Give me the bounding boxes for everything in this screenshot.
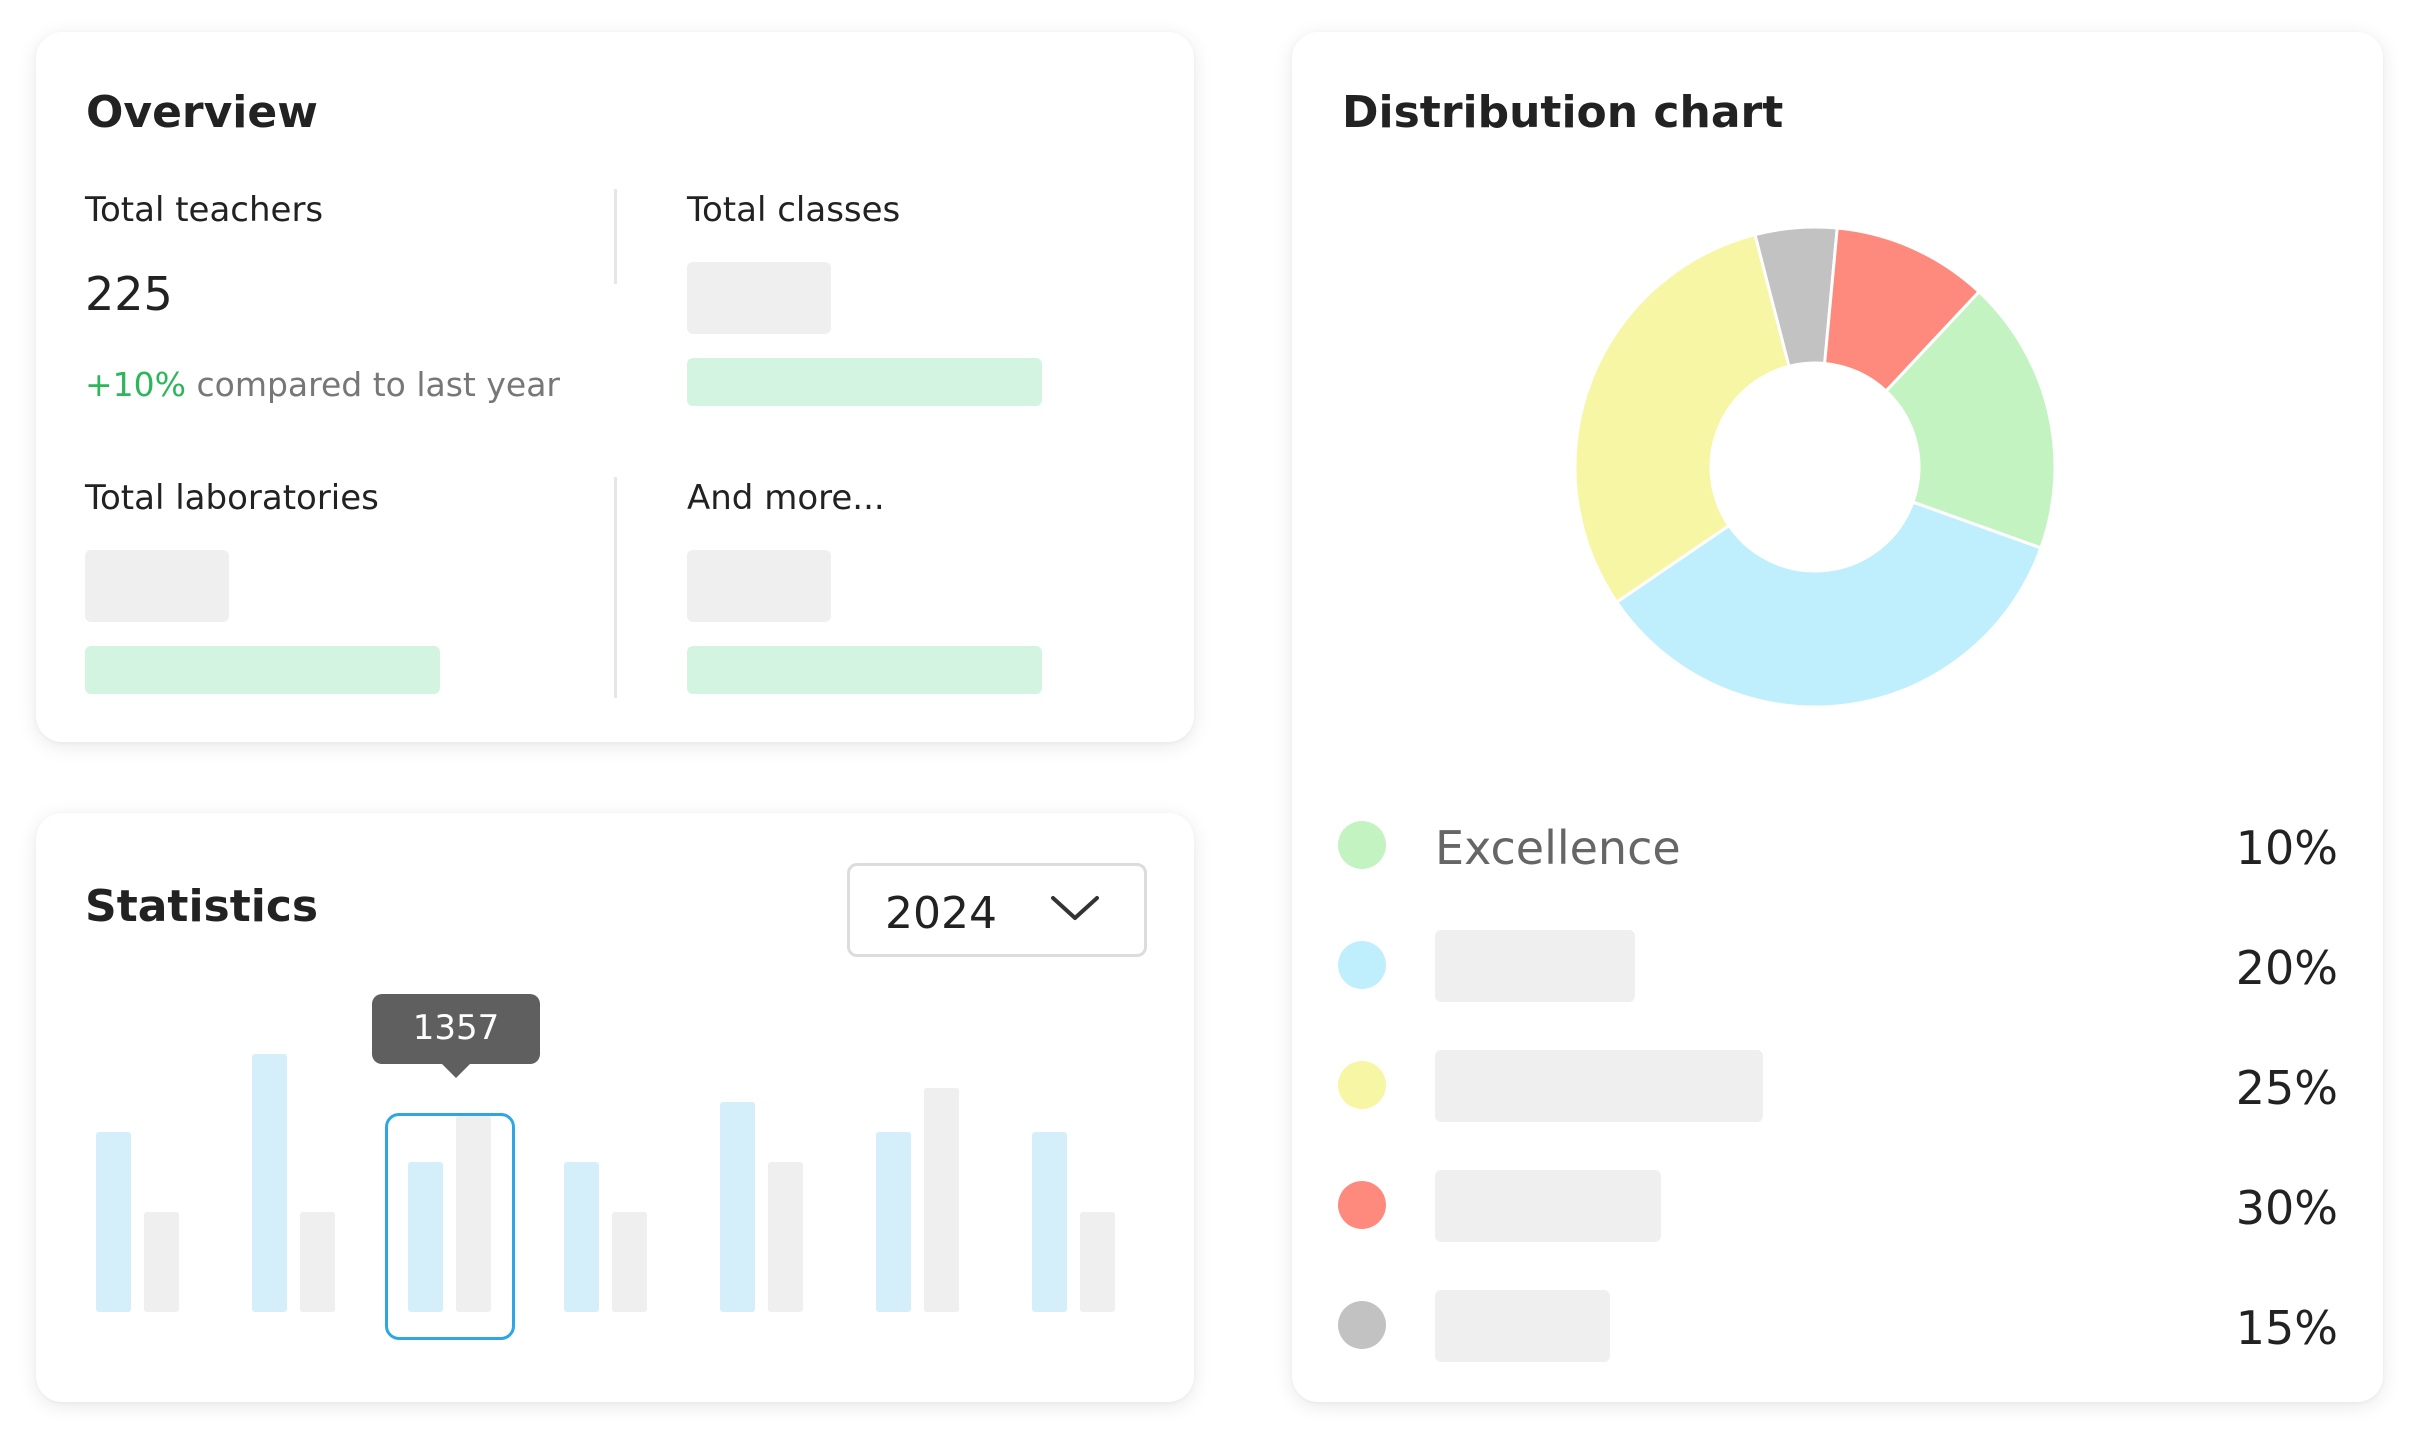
legend-label: Excellence: [1435, 821, 1681, 875]
bar-gray-5[interactable]: [768, 1162, 803, 1312]
legend-item: 25%: [1338, 1045, 2338, 1125]
bar-blue-4[interactable]: [564, 1162, 599, 1312]
chevron-down-icon: [1051, 896, 1099, 920]
statistics-title: Statistics: [85, 881, 319, 932]
statistics-card: Statistics 2024 1357: [36, 813, 1194, 1402]
bar-gray-2[interactable]: [300, 1212, 335, 1312]
year-select[interactable]: 2024: [847, 863, 1147, 957]
legend-color-dot: [1338, 1181, 1386, 1229]
bar-blue-5[interactable]: [720, 1102, 755, 1312]
donut-slice-5[interactable]: [1614, 500, 2043, 709]
legend-label-placeholder: [1435, 1050, 1763, 1122]
distribution-title: Distribution chart: [1342, 87, 1784, 138]
legend-percent: 25%: [2235, 1061, 2338, 1115]
legend-item: 20%: [1338, 925, 2338, 1005]
bar-blue-6[interactable]: [876, 1132, 911, 1312]
legend-color-dot: [1338, 1061, 1386, 1109]
legend-label-placeholder: [1435, 1290, 1610, 1362]
total-teachers-change: +10% compared to last year: [85, 365, 560, 404]
bar-gray-6[interactable]: [924, 1088, 959, 1312]
total-teachers-label: Total teachers: [85, 190, 324, 230]
donut-slice-4[interactable]: [1883, 289, 2057, 550]
bar-gray-7[interactable]: [1080, 1212, 1115, 1312]
legend-color-dot: [1338, 1301, 1386, 1349]
total-teachers-value: 225: [85, 267, 173, 321]
legend-item: Excellence 10%: [1338, 805, 2338, 885]
donut-chart: [1573, 225, 2057, 709]
legend-color-dot: [1338, 821, 1386, 869]
tooltip-arrow: [440, 1062, 472, 1078]
legend-label-placeholder: [1435, 1170, 1661, 1242]
legend-item: 30%: [1338, 1165, 2338, 1245]
total-laboratories-change-placeholder: [85, 646, 440, 694]
legend-color-dot: [1338, 941, 1386, 989]
overview-title: Overview: [86, 87, 318, 138]
year-select-value: 2024: [885, 888, 997, 939]
divider: [614, 477, 617, 698]
total-laboratories-value-placeholder: [85, 550, 229, 622]
divider: [614, 189, 617, 284]
change-suffix: compared to last year: [196, 365, 560, 404]
legend-item: 15%: [1338, 1285, 2338, 1365]
bar-gray-4[interactable]: [612, 1212, 647, 1312]
selected-bar-group[interactable]: [385, 1113, 515, 1340]
legend-percent: 10%: [2235, 821, 2338, 875]
overview-card: Overview Total teachers 225 +10% compare…: [36, 32, 1194, 742]
bar-blue-3[interactable]: [408, 1162, 443, 1312]
bar-blue-7[interactable]: [1032, 1132, 1067, 1312]
and-more-value-placeholder: [687, 550, 831, 622]
total-laboratories-label: Total laboratories: [85, 478, 379, 518]
and-more-label: And more...: [687, 478, 885, 518]
bar-gray-3[interactable]: [456, 1116, 491, 1312]
distribution-card: Distribution chart Excellence 10% 20% 25% 30…: [1292, 32, 2383, 1402]
total-classes-value-placeholder: [687, 262, 831, 334]
legend-percent: 30%: [2235, 1181, 2338, 1235]
bar-blue-2[interactable]: [252, 1054, 287, 1312]
legend-percent: 15%: [2235, 1301, 2338, 1355]
legend-label-placeholder: [1435, 930, 1635, 1002]
and-more-change-placeholder: [687, 646, 1042, 694]
bar-blue-1[interactable]: [96, 1132, 131, 1312]
change-percent: +10%: [85, 365, 186, 404]
bar-tooltip: 1357: [372, 994, 540, 1078]
bar-gray-1[interactable]: [144, 1212, 179, 1312]
donut-slice-1[interactable]: [1573, 232, 1791, 605]
tooltip-value: 1357: [412, 1008, 500, 1048]
total-classes-change-placeholder: [687, 358, 1042, 406]
legend-percent: 20%: [2235, 941, 2338, 995]
total-classes-label: Total classes: [687, 190, 901, 230]
